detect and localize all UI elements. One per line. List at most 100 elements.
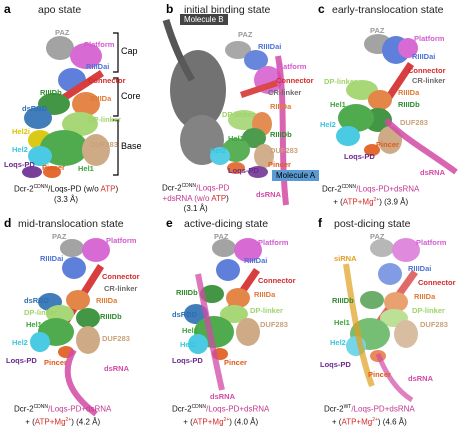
label-duf283: DUF283 xyxy=(420,320,448,329)
label-dsrna: dsRNA xyxy=(420,168,446,177)
label-dp-linker: DP-linker xyxy=(412,306,445,315)
panel-f: f post-dicing state PAZ Platform siRNA R… xyxy=(316,214,474,428)
label-dp-linker: DP-linker xyxy=(88,115,121,124)
label-cr-linker: CR-linker xyxy=(104,284,138,293)
label-riiidb: RIIIDb xyxy=(270,130,292,139)
structure-render xyxy=(162,18,289,206)
panel-letter: f xyxy=(318,216,322,230)
label-riiidb: RIIIDb xyxy=(100,312,122,321)
label-connector: Connector xyxy=(258,276,296,285)
label-connector: Connector xyxy=(408,66,446,75)
label-pincer: Pincer xyxy=(224,358,247,367)
label-hel1: Hel1 xyxy=(182,326,198,335)
label-loqs-pd: Loqs-PD xyxy=(228,166,259,175)
panel-d: d mid-translocation state PAZ Platform R… xyxy=(0,214,158,428)
label-duf283: DUF283 xyxy=(260,320,288,329)
bracket-core: Core xyxy=(121,91,141,101)
label-riiida: RIIIDa xyxy=(270,102,292,111)
label-hel2: Hel2 xyxy=(210,146,226,155)
panel-letter: a xyxy=(4,2,11,16)
label-sirna: siRNA xyxy=(334,254,357,263)
panel-letter: b xyxy=(166,2,174,16)
panel-letter: c xyxy=(318,2,325,16)
label-paz: PAZ xyxy=(55,28,70,37)
label-platform: Platform xyxy=(84,40,115,49)
label-riiidb: RIIIDb xyxy=(398,100,420,109)
molecule-a-tag: Molecule A xyxy=(272,170,320,181)
label-dp-linker: DP-linker xyxy=(324,77,357,86)
panel-caption: Dcr-2CDNN/Loqs-PD (w/o ATP) (3.3 Å) xyxy=(14,184,119,204)
label-duf283: DUF283 xyxy=(102,334,130,343)
panel-caption: Dcr-2CDNN/Loqs-PD+dsRNA + (ATP+Mg2+) (4.… xyxy=(14,404,112,427)
structure-render xyxy=(22,32,119,178)
label-hel1: Hel1 xyxy=(26,320,42,329)
label-riiidai: RIIIDai xyxy=(86,62,110,71)
panel-title: post-dicing state xyxy=(334,218,411,230)
label-platform: Platform xyxy=(416,238,447,247)
label-paz: PAZ xyxy=(214,232,229,241)
label-dp-linker: DP-linker xyxy=(24,308,57,317)
label-riiidai: RIIIDai xyxy=(244,256,268,265)
panel-b: b initial binding state Molecule B PAZ R… xyxy=(158,0,320,213)
label-hel1: Hel1 xyxy=(334,318,350,327)
label-riiida: RIIIDa xyxy=(398,88,420,97)
label-duf283: DUF283 xyxy=(270,146,298,155)
panel-a: a apo state PAZ Platform RIIIDai Connect… xyxy=(0,0,158,210)
label-hel1: Hel1 xyxy=(228,134,244,143)
label-duf283: DUF283 xyxy=(400,118,428,127)
panel-letter: d xyxy=(4,216,12,230)
label-platform: Platform xyxy=(258,238,289,247)
label-loqs-pd: Loqs-PD xyxy=(344,152,375,161)
panel-caption: Dcr-2CDNN/Loqs-PD +dsRNA (w/o ATP) (3.1 … xyxy=(162,183,230,213)
label-pincer: Pincer xyxy=(268,160,291,169)
label-loqs-pd: Loqs-PD xyxy=(320,360,351,369)
label-hel2i: Hel2i xyxy=(12,127,30,136)
label-hel2: Hel2 xyxy=(330,338,346,347)
label-dsrbd: dsRBD xyxy=(22,104,48,113)
label-riiidb: RIIIDb xyxy=(40,88,62,97)
label-paz: PAZ xyxy=(370,232,385,241)
label-riiida: RIIIDa xyxy=(90,94,112,103)
label-connector: Connector xyxy=(276,76,314,85)
label-hel2: Hel2 xyxy=(12,338,28,347)
panel-title: initial binding state xyxy=(184,4,271,16)
label-duf283: DUF283 xyxy=(90,140,118,149)
structure-render xyxy=(336,34,458,175)
label-pincer: Pincer xyxy=(376,140,399,149)
structure-render xyxy=(184,238,262,391)
label-paz: PAZ xyxy=(52,232,67,241)
label-riiida: RIIIDa xyxy=(414,292,436,301)
panel-title: active-dicing state xyxy=(184,218,269,230)
label-riiidb: RIIIDb xyxy=(332,296,354,305)
structure-render xyxy=(30,238,110,417)
panel-caption: Dcr-2CDNN/Loqs-PD+dsRNA + (ATP+Mg2+) (4.… xyxy=(172,404,270,427)
label-platform: Platform xyxy=(414,34,445,43)
label-paz: PAZ xyxy=(370,26,385,35)
label-dp-linker: DP-linker xyxy=(222,110,255,119)
label-platform: Platform xyxy=(276,62,307,71)
label-dsrna: dsRNA xyxy=(256,190,282,199)
molecule-b-tag: Molecule B xyxy=(180,14,228,25)
label-pincer: Pincer xyxy=(42,163,65,172)
label-riiidai: RIIIDai xyxy=(408,264,432,273)
label-loqs-pd: Loqs-PD xyxy=(6,356,37,365)
label-riiida: RIIIDa xyxy=(96,296,118,305)
label-riiidb: RIIIDb xyxy=(176,288,198,297)
label-loqs-pd: Loqs-PD xyxy=(172,356,203,365)
structure-render xyxy=(343,238,420,403)
label-dsrna: dsRNA xyxy=(210,392,236,401)
label-pincer: Pincer xyxy=(368,370,391,379)
label-connector: Connector xyxy=(418,278,456,287)
label-dsrna: dsRNA xyxy=(104,364,130,373)
panel-letter: e xyxy=(166,216,173,230)
label-dsrna: dsRNA xyxy=(408,374,434,383)
panel-title: mid-translocation state xyxy=(18,218,124,230)
panel-c: c early-translocation state PAZ Platform… xyxy=(316,0,474,210)
label-hel1: Hel1 xyxy=(330,100,346,109)
bracket-cap: Cap xyxy=(121,46,138,56)
label-hel1: Hel1 xyxy=(78,164,94,173)
label-loqs-pd: Loqs-PD xyxy=(4,160,35,169)
label-riiidai: RIIIDai xyxy=(412,52,436,61)
label-hel2: Hel2 xyxy=(180,340,196,349)
label-pincer: Pincer xyxy=(44,358,67,367)
